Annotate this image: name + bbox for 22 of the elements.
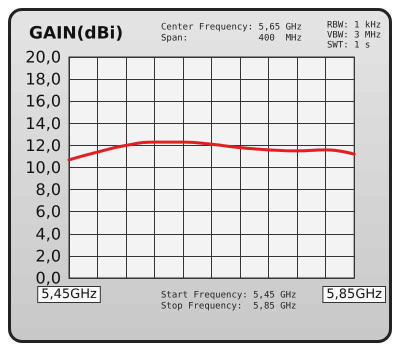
y-tick-label: 0,0 xyxy=(36,268,61,288)
text: Center Frequency: 5,65 GHz xyxy=(161,22,302,32)
y-tick-label: 14,0 xyxy=(25,114,61,133)
y-tick-label: 8,0 xyxy=(36,180,61,200)
text: Span: 400 MHz xyxy=(161,34,302,44)
text: VBW: 3 MHz xyxy=(327,30,382,40)
text: RBW: 1 kHz xyxy=(327,20,382,30)
y-tick-label: 16,0 xyxy=(25,92,61,111)
y-tick-label: 4,0 xyxy=(36,224,61,244)
y-axis-title: GAIN(dBi) xyxy=(29,24,124,44)
y-tick-label: 20,0 xyxy=(25,48,61,66)
x-tick-label: 5,85GHz xyxy=(326,287,382,302)
y-tick-label: 12,0 xyxy=(25,136,61,155)
text: Stop Frequency: 5,85 GHz xyxy=(161,302,296,312)
line-series xyxy=(68,140,356,162)
text: SWT: 1 s xyxy=(327,40,370,50)
y-tick-label: 10,0 xyxy=(25,158,61,177)
y-tick-label: 6,0 xyxy=(36,202,61,222)
text: Start Frequency: 5,45 GHz xyxy=(161,290,296,300)
y-tick-label: 2,0 xyxy=(36,246,61,266)
y-tick-label: 18,0 xyxy=(25,70,61,89)
x-tick-label: 5,45GHz xyxy=(41,287,97,302)
